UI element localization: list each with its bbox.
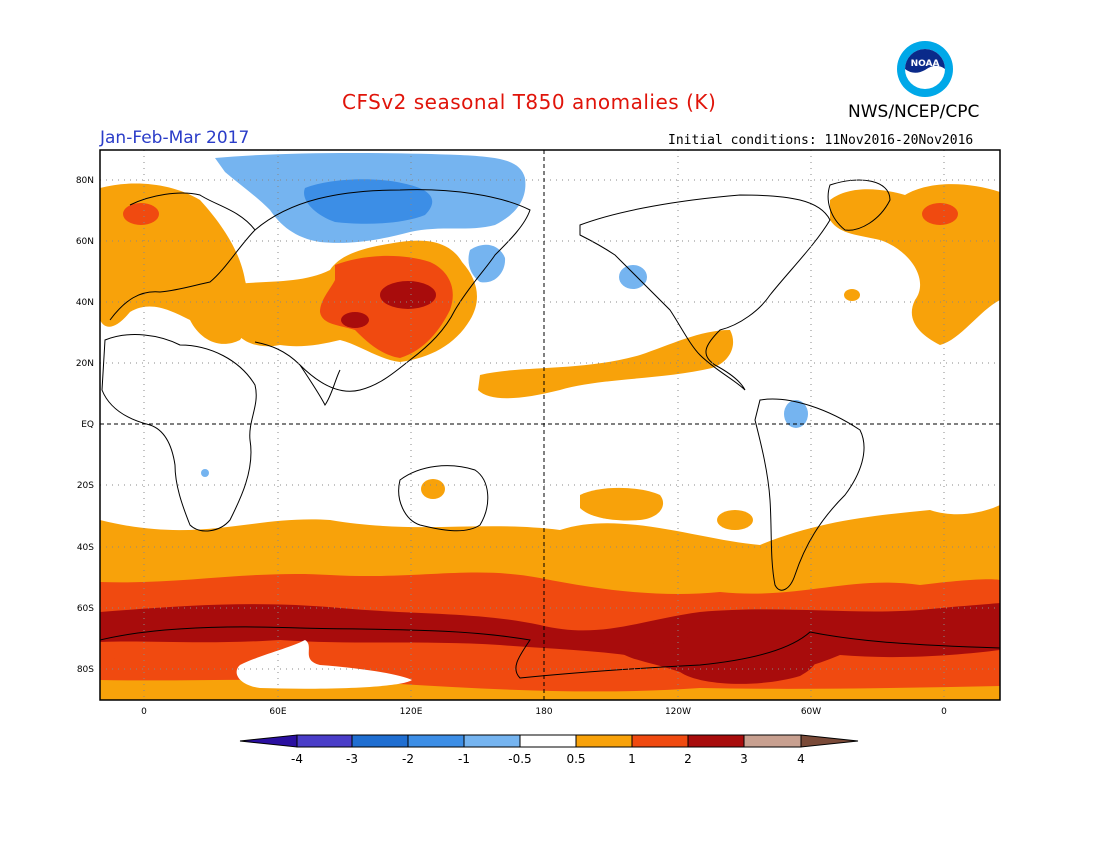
lon-label: 0 xyxy=(941,707,947,717)
lon-label: 60W xyxy=(801,707,821,717)
latitude-labels: 80N 60N 40N 20N EQ 20S 40S 60S 80S xyxy=(76,176,94,675)
colorbar-tick: -2 xyxy=(402,752,414,766)
colorbar-right-arrow xyxy=(800,734,859,748)
colorbar-tick: 1 xyxy=(628,752,636,766)
longitude-labels: 0 60E 120E 180 120W 60W 0 xyxy=(141,707,947,717)
europe-hotspot xyxy=(123,203,159,225)
atlantic-warm-spot xyxy=(844,289,860,301)
india-outline xyxy=(299,364,341,406)
lat-label: 20S xyxy=(77,481,94,491)
pacific-cool xyxy=(619,265,647,289)
colorbar-tick: -4 xyxy=(291,752,303,766)
lat-label: 40N xyxy=(76,298,94,308)
colorbar-tick: -1 xyxy=(458,752,470,766)
europe-outline xyxy=(109,192,256,321)
initial-conditions: Initial conditions: 11Nov2016-20Nov2016 xyxy=(668,133,974,148)
lat-label: 60N xyxy=(76,237,94,247)
gridlines xyxy=(100,150,1000,700)
anomaly-field xyxy=(100,150,1000,700)
australia-warm xyxy=(421,479,445,499)
colorbar-cell xyxy=(351,734,409,748)
australia-outline xyxy=(398,465,489,532)
noaa-logo-text: NOAA xyxy=(911,59,940,69)
lon-label: 180 xyxy=(535,707,552,717)
lon-label: 120E xyxy=(400,707,423,717)
colorbar-cell xyxy=(687,734,745,748)
lon-label: 0 xyxy=(141,707,147,717)
south-america-outline xyxy=(754,398,865,591)
lat-label: EQ xyxy=(81,420,94,430)
lat-label: 40S xyxy=(77,543,94,553)
colorbar-tick: -3 xyxy=(346,752,358,766)
reference-lines xyxy=(100,150,1000,700)
colorbar-cell xyxy=(519,734,577,748)
south-pacific-warm xyxy=(580,487,664,521)
asia-core-2 xyxy=(341,312,369,328)
asia-hotspot xyxy=(320,255,453,358)
antarctic-dark-patch xyxy=(620,631,818,684)
org-label: NWS/NCEP/CPC xyxy=(848,102,980,122)
tropical-pacific-warm xyxy=(478,330,734,399)
colorbar: -4 -3 -2 -1 -0.5 0.5 1 2 3 4 xyxy=(239,734,859,766)
south-pacific-warm-2 xyxy=(717,510,753,530)
noaa-logo: NOAA xyxy=(896,40,954,102)
asia-outline xyxy=(254,189,531,392)
amazon-cool xyxy=(784,400,808,428)
chart-title: CFSv2 seasonal T850 anomalies (K) xyxy=(342,90,717,114)
lon-label: 120W xyxy=(665,707,691,717)
lat-label: 20N xyxy=(76,359,94,369)
lat-label: 60S xyxy=(77,604,94,614)
colorbar-tick: 4 xyxy=(797,752,805,766)
antarctic-white-patch xyxy=(236,640,412,689)
colorbar-cell xyxy=(463,734,521,748)
map-frame xyxy=(99,149,1001,701)
greenland-outline xyxy=(827,179,891,231)
colorbar-left-arrow xyxy=(239,734,298,748)
colorbar-cell xyxy=(743,734,802,748)
coastlines xyxy=(100,179,1000,679)
north-america-outline xyxy=(579,194,831,391)
colorbar-tick: 0.5 xyxy=(566,752,585,766)
lat-label: 80N xyxy=(76,176,94,186)
lat-label: 80S xyxy=(77,665,94,675)
colorbar-cell xyxy=(296,734,353,748)
north-atlantic-warm xyxy=(830,184,1000,345)
colorbar-tick: 2 xyxy=(684,752,692,766)
colorbar-cell xyxy=(407,734,465,748)
colorbar-tick: 3 xyxy=(740,752,748,766)
africa-cool xyxy=(201,469,209,477)
africa-outline xyxy=(101,334,257,532)
lon-label: 60E xyxy=(269,707,286,717)
colorbar-tick: -0.5 xyxy=(508,752,531,766)
colorbar-cell xyxy=(575,734,633,748)
asia-core xyxy=(380,281,436,309)
antarctica-outline xyxy=(100,626,1000,679)
colorbar-cell xyxy=(631,734,689,748)
forecast-period: Jan-Feb-Mar 2017 xyxy=(100,128,250,148)
north-atlantic-hotspot xyxy=(922,203,958,225)
